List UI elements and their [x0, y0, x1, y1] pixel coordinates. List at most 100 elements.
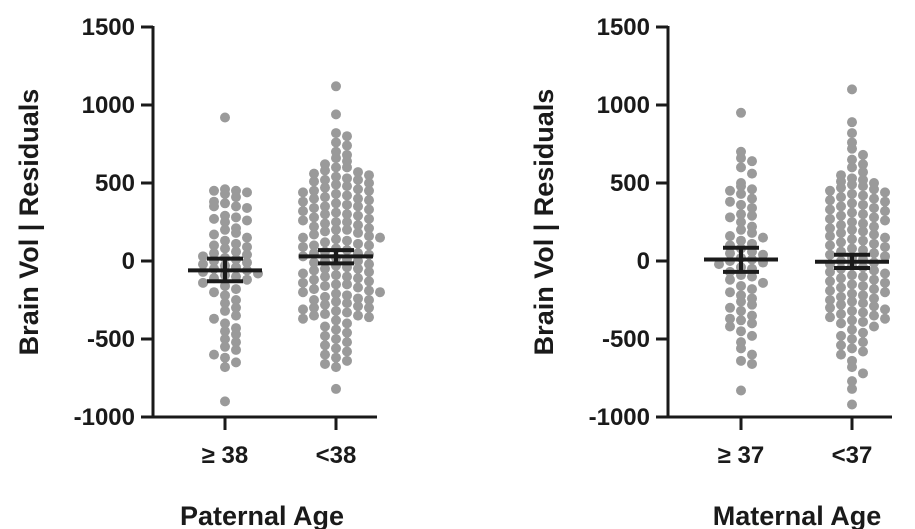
data-point [847, 234, 857, 245]
data-point [825, 312, 835, 323]
data-point [353, 193, 363, 204]
data-point [825, 302, 835, 313]
data-point [331, 305, 341, 316]
data-point [298, 268, 308, 279]
data-point [209, 229, 219, 240]
data-point [353, 310, 363, 321]
data-point [364, 302, 374, 313]
data-point [736, 315, 746, 326]
data-point [331, 171, 341, 182]
data-point [364, 312, 374, 323]
data-point [725, 313, 735, 324]
data-point [220, 341, 230, 352]
data-point [747, 210, 757, 221]
data-point [364, 259, 374, 270]
data-point [364, 185, 374, 196]
maternal-y-ticks: 1500 1000 500 0 -500 -1000 [589, 14, 668, 431]
data-point [847, 154, 857, 165]
paternal-y-axis-title: Brain Vol | Residuals [14, 89, 44, 356]
y-tick-label: 1500 [597, 14, 650, 41]
data-point [858, 346, 868, 357]
data-point [220, 334, 230, 344]
data-point [858, 199, 868, 210]
data-point [331, 153, 341, 164]
data-point [747, 299, 757, 310]
data-point [353, 184, 363, 195]
x-tick-label: ≥ 37 [718, 442, 765, 469]
data-point [353, 273, 363, 284]
data-point [320, 349, 330, 360]
data-point [231, 302, 241, 313]
data-point [342, 298, 352, 309]
data-point [736, 224, 746, 235]
data-point [847, 128, 857, 139]
data-point [342, 140, 352, 151]
data-point [364, 204, 374, 215]
data-point [231, 201, 241, 212]
data-point [847, 270, 857, 281]
data-point [847, 296, 857, 307]
data-point [231, 310, 241, 321]
paternal-dots [198, 81, 385, 407]
data-point [869, 310, 879, 321]
data-point [364, 276, 374, 287]
data-point [880, 232, 890, 243]
data-point [309, 295, 319, 305]
data-point [309, 185, 319, 196]
data-point [220, 235, 230, 246]
data-point [309, 168, 319, 179]
data-point [342, 307, 352, 318]
data-point [198, 277, 208, 288]
paternal-x-axis-title: Paternal Age [180, 501, 344, 529]
data-point [736, 162, 746, 173]
data-point [836, 210, 846, 221]
x-tick-label: <37 [832, 442, 873, 469]
paternal-age-panel: Brain Vol | Residuals 1500 1000 500 0 -500 -1… [14, 14, 385, 529]
data-point [220, 352, 230, 363]
data-point [320, 299, 330, 310]
data-point [220, 198, 230, 209]
data-point [747, 358, 757, 369]
data-point [331, 296, 341, 307]
data-point [869, 221, 879, 232]
data-point [847, 343, 857, 354]
y-tick-label: 1000 [82, 92, 135, 119]
y-tick-label: 0 [122, 248, 135, 275]
data-point [320, 218, 330, 229]
data-point [869, 293, 879, 304]
data-point [331, 207, 341, 218]
data-point [198, 259, 208, 270]
data-point [353, 174, 363, 185]
data-point [858, 280, 868, 291]
data-point [869, 212, 879, 223]
data-point [331, 217, 341, 227]
data-point [320, 280, 330, 291]
data-point [880, 241, 890, 252]
data-point [858, 181, 868, 192]
data-point [231, 357, 241, 368]
data-point [736, 107, 746, 118]
data-point [342, 181, 352, 192]
data-point [847, 179, 857, 190]
data-point [869, 184, 879, 195]
data-point [309, 302, 319, 313]
data-point [331, 188, 341, 199]
data-point [847, 362, 857, 373]
data-point [309, 202, 319, 213]
data-point [320, 321, 330, 332]
data-point [847, 117, 857, 128]
data-point [220, 188, 230, 199]
data-point [825, 266, 835, 277]
data-point [836, 318, 846, 329]
data-point [220, 290, 230, 301]
data-point [364, 178, 374, 188]
paternal-y-ticks: 1500 1000 500 0 -500 -1000 [74, 14, 153, 431]
data-point [331, 334, 341, 344]
data-point [836, 340, 846, 351]
data-point [364, 231, 374, 242]
data-point [858, 307, 868, 318]
data-point [231, 271, 241, 282]
data-point [298, 304, 308, 315]
data-point [847, 376, 857, 387]
data-point [736, 305, 746, 316]
